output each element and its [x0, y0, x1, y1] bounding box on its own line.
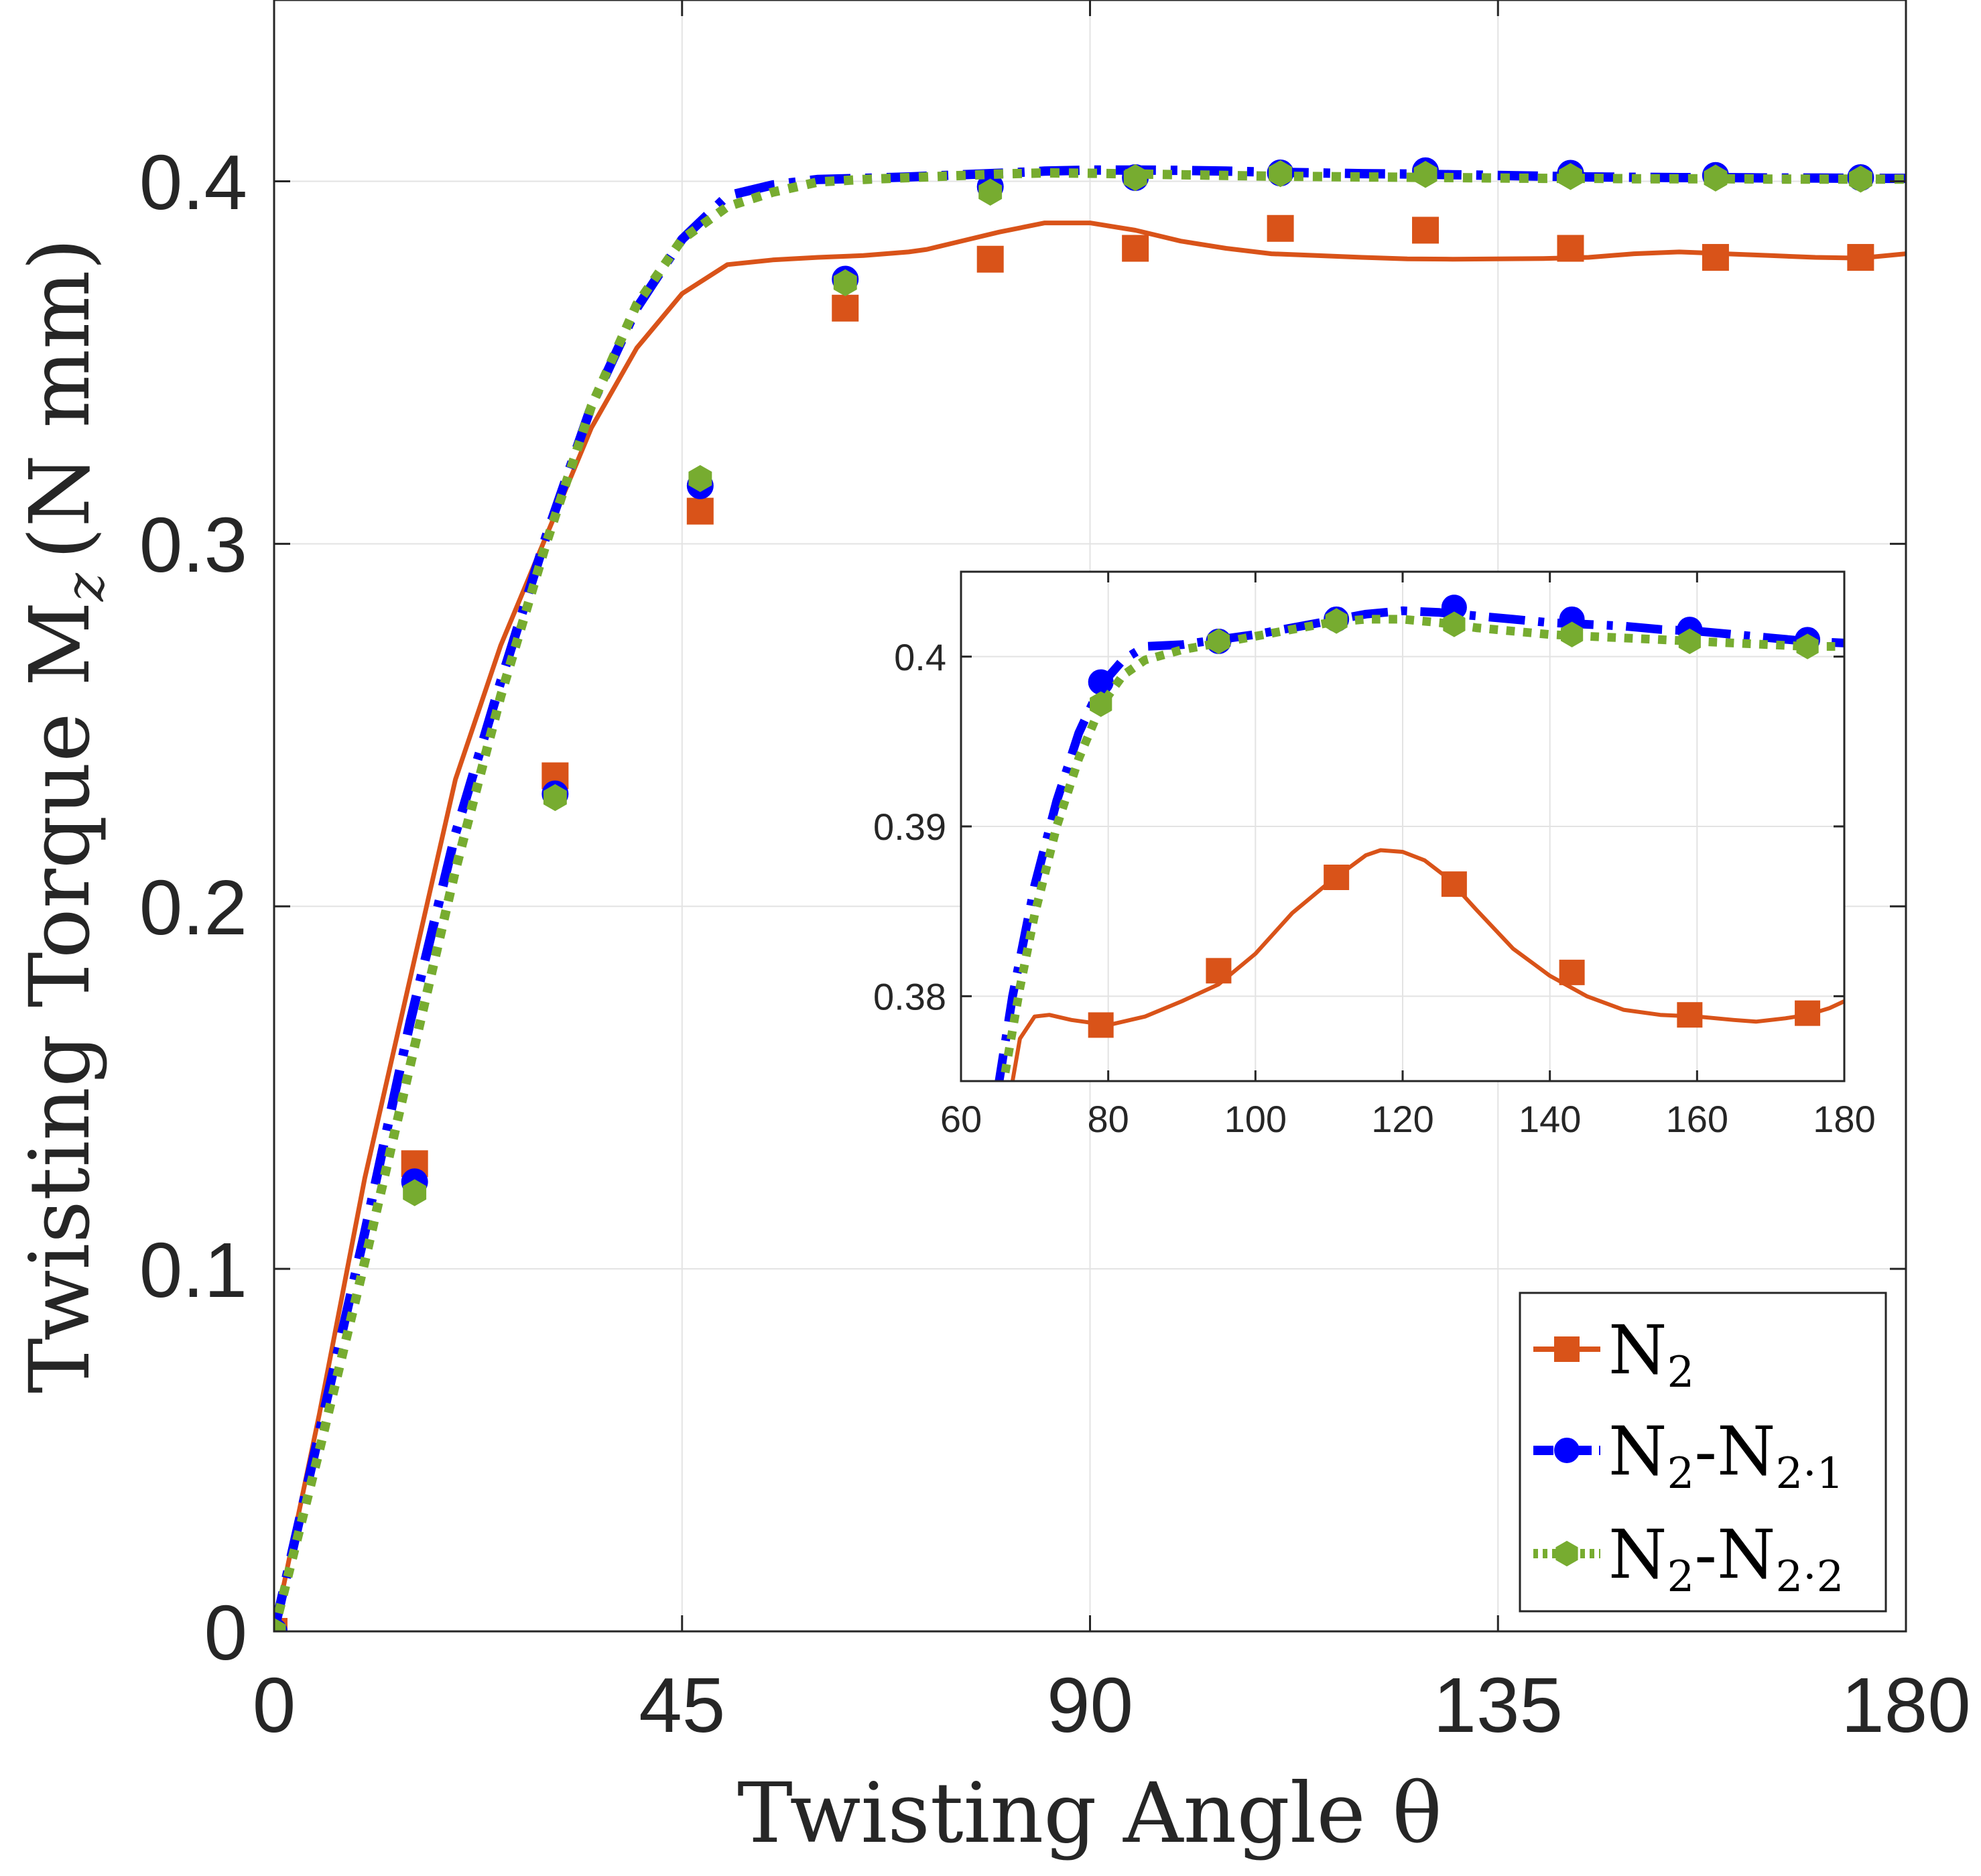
- legend-label-subscript: 2: [1667, 1552, 1695, 1602]
- main-series-point: [832, 294, 859, 322]
- main-x-tick-label: 90: [1047, 1662, 1133, 1749]
- main-series-point: [688, 464, 712, 493]
- main-series-point: [1267, 214, 1294, 242]
- inset-series-point: [1559, 959, 1585, 985]
- inset-x-tick-label: 80: [1088, 1098, 1129, 1140]
- legend-label-subscript: 2: [1667, 1348, 1695, 1397]
- legend-swatch-marker: [1555, 1540, 1578, 1567]
- inset-series-3: [1001, 608, 1844, 1074]
- legend-label-subscript-2: 2·1: [1776, 1449, 1844, 1499]
- main-series-point: [1122, 235, 1149, 262]
- inset-series-point: [1325, 608, 1348, 634]
- main-ticks: [273, 0, 1907, 1633]
- inset-series-point: [1324, 865, 1350, 890]
- legend-label-mid: -N: [1694, 1412, 1775, 1491]
- inset-x-tick-label: 180: [1813, 1098, 1875, 1140]
- legend-label: N2: [1608, 1311, 1694, 1397]
- inset-y-tick-label: 0.4: [894, 636, 946, 678]
- main-series-point: [976, 245, 1004, 273]
- main-x-tick-label: 45: [639, 1662, 725, 1749]
- inset-x-tick-label: 120: [1371, 1098, 1433, 1140]
- inset-y-tick-label: 0.38: [873, 975, 946, 1017]
- legend-entry-3: N2-N2·2: [1533, 1515, 1844, 1602]
- main-series-point: [978, 178, 1003, 206]
- inset-series-point: [1677, 1002, 1703, 1028]
- main-y-tick-label: 0: [204, 1589, 247, 1676]
- legend-swatch-marker: [1554, 1438, 1580, 1463]
- y-axis-title-unit: (N mm): [12, 238, 109, 560]
- main-y-tick-label: 0.4: [139, 139, 247, 226]
- inset-series-point: [1090, 691, 1112, 717]
- inset-series-point: [1796, 633, 1819, 660]
- main-series-point: [686, 497, 714, 525]
- y-axis-title-subscript: z: [54, 572, 116, 602]
- inset-chart: 60 80 100 120 140 160 180 0.38 0.39 0.4: [873, 570, 1876, 1140]
- inset-ticks: [960, 572, 1846, 1081]
- main-series-line: [274, 168, 1906, 1631]
- main-series-point: [1704, 164, 1728, 192]
- inset-x-tick-label: 160: [1666, 1098, 1728, 1140]
- main-x-tick-label: 180: [1841, 1662, 1971, 1749]
- inset-series-1: [1010, 848, 1844, 1081]
- inset-series-line: [995, 606, 1844, 1081]
- y-axis-title: Twisting Torque Mz (N mm): [12, 238, 116, 1393]
- main-x-tick-label: 135: [1433, 1662, 1563, 1749]
- inset-series-point: [1088, 669, 1114, 695]
- legend-swatch-marker: [1554, 1336, 1580, 1362]
- inset-series-point: [1795, 1000, 1821, 1026]
- main-y-tick-label: 0.2: [139, 864, 247, 951]
- inset-series-line: [1001, 615, 1844, 1074]
- main-series-point: [1123, 164, 1147, 192]
- inset-series-point: [1561, 621, 1584, 647]
- main-series-point: [833, 269, 857, 297]
- legend-label-main: N: [1608, 1515, 1667, 1594]
- main-series-point: [274, 1617, 286, 1631]
- legend-label-mid: -N: [1694, 1515, 1775, 1594]
- legend-label-subscript-2: 2·2: [1776, 1552, 1844, 1602]
- inset-series: [995, 595, 1844, 1081]
- inset-series-point: [1088, 1012, 1114, 1038]
- inset-series-point: [1207, 628, 1230, 655]
- x-axis-title: Twisting Angle θ: [737, 1765, 1442, 1862]
- main-y-tick-label: 0.3: [139, 501, 247, 588]
- main-series-3: [274, 160, 1906, 1631]
- main-series-point: [1848, 166, 1872, 193]
- main-series-point: [1269, 160, 1292, 188]
- main-tick-labels: 0 45 90 135 180 0 0.1 0.2 0.3 0.4: [139, 139, 1971, 1749]
- inset-series-point: [1441, 871, 1467, 897]
- main-series-point: [1412, 216, 1440, 244]
- legend-label-subscript: 2: [1667, 1449, 1695, 1499]
- inset-series-point: [1443, 611, 1466, 637]
- main-series-point: [1847, 244, 1874, 271]
- legend-label-main: N: [1608, 1412, 1667, 1491]
- main-series-point: [403, 1179, 427, 1206]
- main-series-point: [543, 784, 567, 812]
- legend-label: N2-N2·2: [1608, 1515, 1844, 1602]
- main-series-point: [1557, 235, 1584, 262]
- main-series-point: [1702, 244, 1729, 271]
- inset-x-tick-label: 100: [1224, 1098, 1287, 1140]
- legend-label: N2-N2·1: [1608, 1412, 1844, 1499]
- inset-series-point: [1206, 958, 1232, 984]
- inset-series-line: [1010, 848, 1844, 1081]
- main-series-point: [1413, 161, 1437, 188]
- inset-x-tick-label: 140: [1519, 1098, 1581, 1140]
- legend-entry-2: N2-N2·1: [1533, 1412, 1844, 1499]
- inset-series-point: [1678, 628, 1701, 655]
- main-series-point: [1559, 163, 1582, 190]
- inset-tick-labels: 60 80 100 120 140 160 180 0.38 0.39 0.4: [873, 636, 1876, 1140]
- legend-label-main: N: [1608, 1311, 1667, 1389]
- main-x-tick-label: 0: [253, 1662, 296, 1749]
- main-series: [274, 157, 1906, 1631]
- inset-y-tick-label: 0.39: [873, 806, 946, 848]
- inset-x-tick-label: 60: [940, 1098, 982, 1140]
- main-y-tick-label: 0.1: [139, 1227, 247, 1314]
- y-axis-title-main: Twisting Torque M: [12, 601, 109, 1393]
- legend-entry-1: N2: [1533, 1311, 1694, 1397]
